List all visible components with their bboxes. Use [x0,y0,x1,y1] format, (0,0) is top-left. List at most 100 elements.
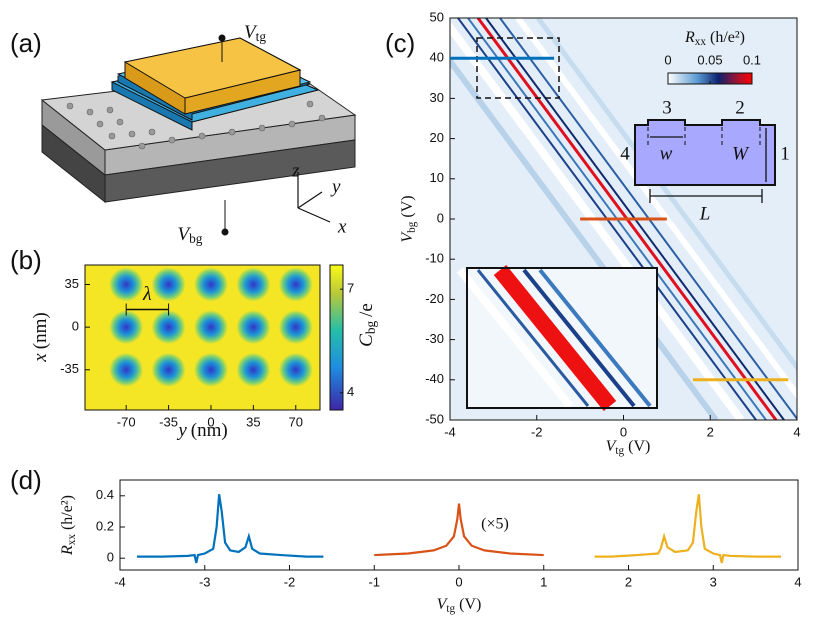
unit: (nm) [30,312,51,349]
x-tick-label: 4 [793,424,800,439]
axis-letter: y [330,176,341,197]
symbol: y [176,420,187,441]
x-tick-label: 0 [455,574,462,589]
colorbar-label: Cbg/e [356,303,378,347]
x-tick-label: -35 [159,414,178,429]
y-tick-label: -30 [425,331,444,346]
y-tick-label: 0.4 [96,487,114,502]
subscript: tg [256,29,267,44]
x-tick-label: -4 [444,424,456,439]
potential-dot [236,267,271,302]
y-axis-label: Vbg (V) [399,195,418,242]
plot-frame [449,17,798,421]
zoom-ridge [538,268,652,408]
unit: (V) [459,596,481,613]
y-tick-label: -35 [60,361,79,376]
zoom-ridge [456,267,574,409]
symbol: V [399,231,416,243]
line-series [136,494,324,564]
y-axis-label: x (nm) [30,312,51,362]
x-tick-label: -2 [531,424,543,439]
y-tick-label: 0 [72,319,79,334]
y-tick-label: 10 [430,170,444,185]
annotation: λ [142,283,152,305]
subscript: tg [446,603,455,615]
panel-label: (c) [385,28,415,58]
potential-dot [151,267,186,302]
inset-label: L [699,203,711,224]
y-tick-label: 0 [437,210,444,225]
subscript: tg [615,445,624,457]
gate-label: Vtg [244,22,266,44]
symbol: V [437,596,449,613]
zoom-frame [466,267,658,409]
x-axis-label: Vtg (V) [437,596,482,615]
potential-dot [236,352,271,387]
line-series [374,503,544,557]
x-tick-label: -3 [199,574,211,589]
unit: (nm) [191,420,228,441]
x-tick-label: -70 [117,414,136,429]
symbol: R [59,545,76,556]
colorbar-tick-label: 7 [347,281,354,296]
unit: (h/e²) [710,29,745,46]
device-drawing [40,34,357,236]
potential-dot [193,352,228,387]
x-tick-label: 2 [707,424,714,439]
potential-dot [109,310,144,345]
x-tick-label: -4 [114,574,126,589]
y-tick-label: 0 [107,550,114,565]
y-tick-label: -50 [425,411,444,426]
symbol: x [30,353,51,363]
y-tick-label: -10 [425,251,444,266]
y-tick-label: 0.2 [96,518,114,533]
gate-label: Vbg [178,224,203,246]
inset-label: W [732,143,750,164]
x-tick-label: 1 [540,574,547,589]
inset-label: 2 [735,97,745,118]
colorbar-tick-label: 4 [347,384,354,399]
symbol: V [178,224,192,245]
unit: (V) [628,438,650,455]
y-tick-label: -40 [425,371,444,386]
plot-frame [84,264,321,411]
resistance-ridge [515,18,797,400]
axis-letter: x [337,216,347,237]
line-series [594,494,782,564]
x-tick-label: 4 [794,574,801,589]
symbol: R [684,29,695,46]
x-tick-label: -1 [368,574,380,589]
colorbar-tick-label: 0.1 [743,52,761,67]
subscript: xx [695,36,707,48]
plot-frame [119,479,799,571]
potential-dot [151,352,186,387]
potential-dot [236,310,271,345]
zoom-ridge [493,264,617,412]
potential-dot [151,310,186,345]
colorbar [329,264,344,411]
panel-label: (a) [10,28,42,58]
panel-label: (b) [10,245,42,275]
y-tick-label: 20 [430,130,444,145]
unit: (h/e²) [59,495,76,530]
subscript: bg [189,231,203,246]
axis-letter: z [291,160,300,181]
unit: (V) [399,195,416,217]
potential-dot [193,267,228,302]
y-tick-label: 35 [65,276,79,291]
colorbar-tick-label: 0 [664,52,671,67]
symbol: C [356,334,377,347]
colorbar-tick-label: 0.05 [697,52,722,67]
symbol: V [244,22,258,43]
resistance-ridge [450,56,719,420]
potential-dot [278,267,313,302]
y-tick-label: 40 [430,50,444,65]
colorbar-label: Rxx (h/e²) [684,29,745,48]
zoom-box [476,37,560,99]
subscript: xx [66,534,78,546]
y-tick-label: 50 [430,9,444,24]
symbol: V [606,438,618,455]
potential-dot [109,352,144,387]
x-tick-label: 2 [625,574,632,589]
